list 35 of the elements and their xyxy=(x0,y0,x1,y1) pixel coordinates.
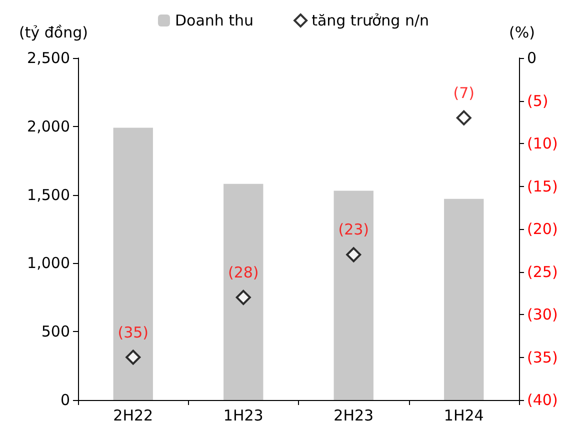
y-tick-label: 2,000 xyxy=(27,117,70,136)
data-label: (23) xyxy=(338,220,370,239)
y-axis-title: (tỷ đồng) xyxy=(19,24,88,42)
y-tick-label: 500 xyxy=(41,322,70,341)
point xyxy=(346,247,362,262)
legend-label: tăng trưởng n/n xyxy=(312,12,430,30)
x-tick-label: 1H24 xyxy=(444,406,484,424)
y-tick-label: 1,500 xyxy=(27,186,70,204)
y2-tick-label: (15) xyxy=(527,177,558,196)
point xyxy=(126,350,141,365)
bar xyxy=(444,198,484,400)
data-label: (7) xyxy=(453,84,474,102)
y2-axis-title: (%) xyxy=(509,24,535,42)
y2-tick-label: (35) xyxy=(527,348,558,366)
data-label: (28) xyxy=(228,263,259,282)
x-tick-label: 2H23 xyxy=(334,406,374,424)
point xyxy=(456,110,472,126)
y2-tick-label: (20) xyxy=(527,220,558,238)
y2-tick-label: (10) xyxy=(527,134,558,152)
bar xyxy=(334,190,374,400)
legend-label: Doanh thu xyxy=(174,12,254,30)
point xyxy=(236,290,251,305)
data-label: (35) xyxy=(118,323,149,342)
x-tick-label: 2H22 xyxy=(113,406,154,424)
x-tick-label: 1H23 xyxy=(223,406,264,424)
y2-tick-label: (5) xyxy=(527,92,548,110)
y2-tick-label: (30) xyxy=(527,306,558,324)
y2-tick-label: (25) xyxy=(527,262,558,281)
bar xyxy=(224,184,264,400)
y-tick-label: 1,000 xyxy=(27,254,70,272)
y-tick-label: 0 xyxy=(60,391,70,409)
bar xyxy=(113,128,153,400)
y2-tick-label: 0 xyxy=(527,49,537,67)
y-tick-label: 2,500 xyxy=(27,49,70,67)
y2-tick-label: (40) xyxy=(527,391,558,409)
